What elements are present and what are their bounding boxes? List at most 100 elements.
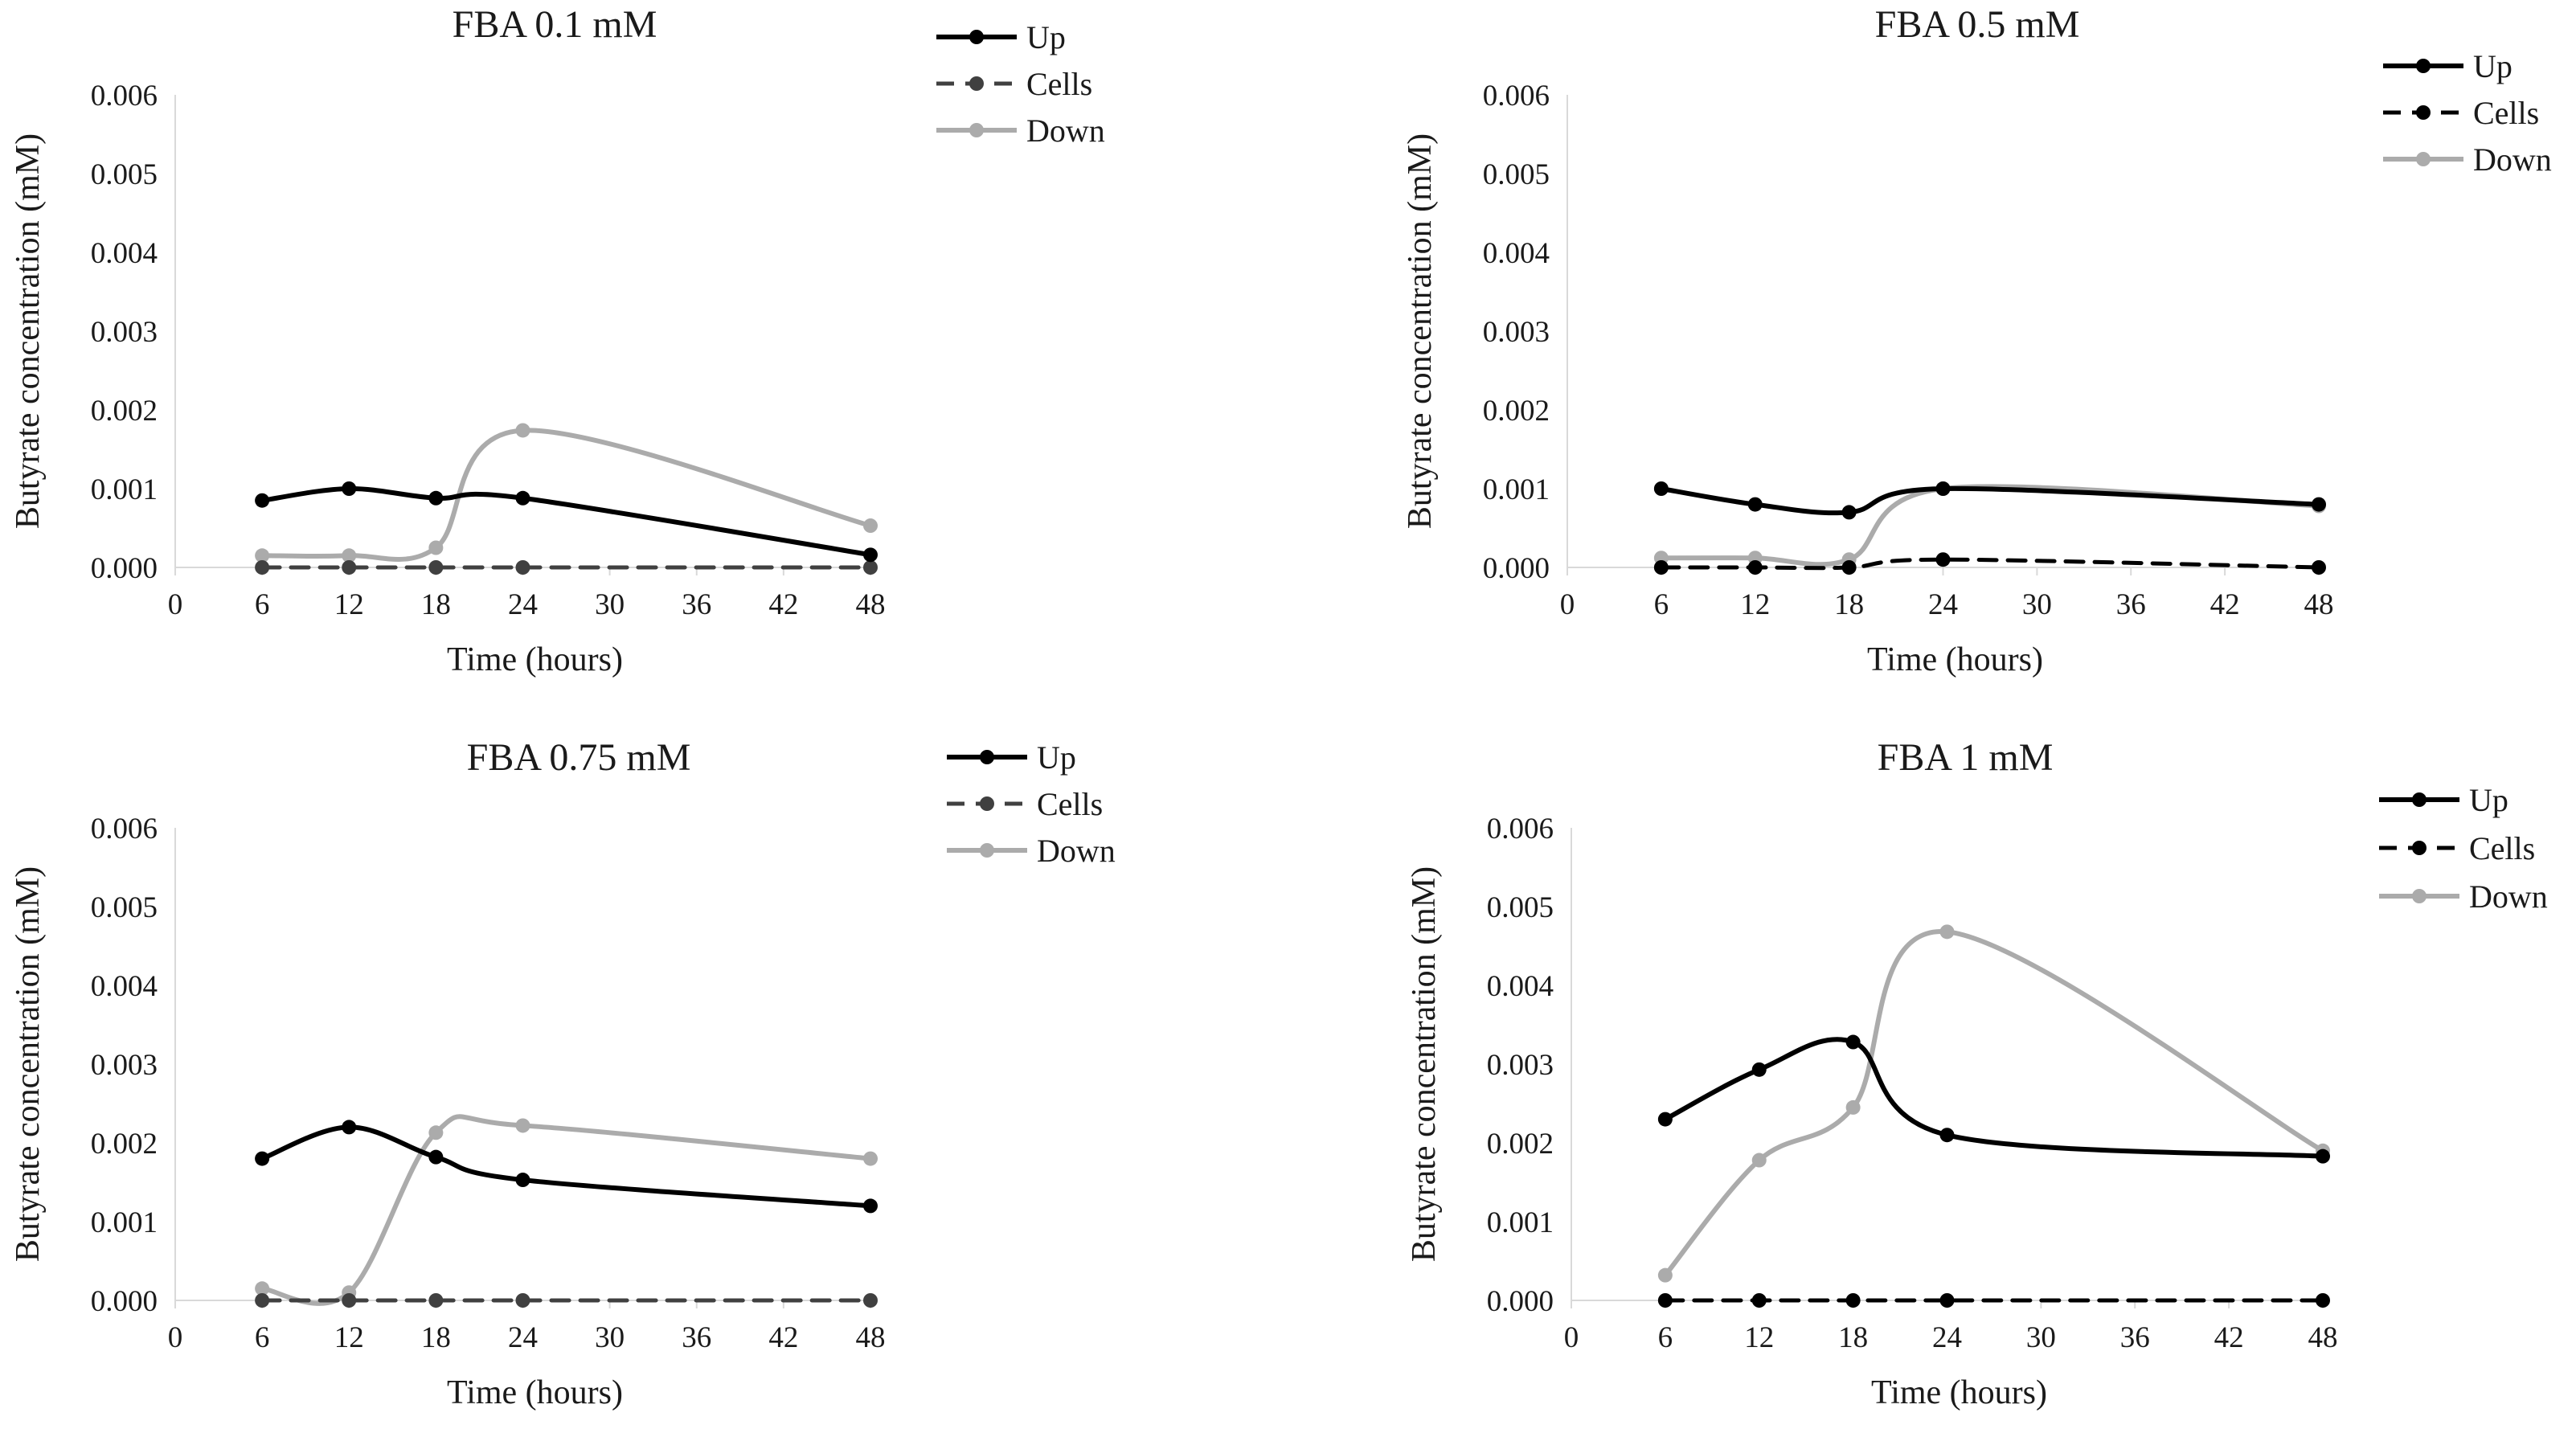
data-point-down — [342, 548, 357, 563]
y-tick-label: 0.002 — [91, 1128, 158, 1161]
series-line-up — [260, 485, 873, 558]
data-point-cells — [1845, 1293, 1861, 1308]
y-tick-label: 0.002 — [1483, 395, 1550, 428]
data-point-cells — [515, 560, 530, 575]
data-point-cells — [863, 560, 878, 575]
data-point-down — [863, 1151, 878, 1166]
y-tick-label: 0.003 — [1487, 1049, 1554, 1082]
series-line-down — [1662, 929, 2325, 1278]
legend-marker-up — [2412, 792, 2427, 807]
data-point-down — [428, 540, 444, 555]
chart-panel-2: FBA 0.5 mM 0.000 0.001 0.002 0.003 0.004 0.005… — [1402, 3, 2552, 678]
y-tick-label: 0.001 — [91, 1206, 158, 1239]
x-tick-label: 6 — [1654, 588, 1669, 621]
legend-item-up: Up — [2379, 782, 2508, 818]
legend-marker-cells — [2416, 105, 2431, 120]
x-tick-label: 24 — [508, 588, 538, 621]
x-tick-label: 42 — [2214, 1321, 2244, 1354]
y-tick-label: 0.005 — [1483, 158, 1550, 191]
y-tick-label: 0.006 — [1487, 813, 1554, 846]
legend-label-down: Down — [2473, 141, 2552, 178]
x-tick-label: 18 — [421, 588, 451, 621]
data-point-cells — [428, 1293, 444, 1308]
data-point-cells — [342, 560, 357, 575]
legend-marker-up — [969, 30, 984, 44]
series-line-down — [260, 1114, 873, 1306]
y-axis-label: Butyrate concentration (mM) — [1406, 866, 1443, 1262]
legend-marker-down — [980, 843, 994, 858]
data-point-down — [1751, 1153, 1767, 1168]
series-line-up — [260, 1124, 873, 1209]
legend-marker-up — [2416, 59, 2431, 73]
legend-item-up: Up — [2383, 48, 2513, 84]
y-tick-label: 0.004 — [91, 237, 158, 270]
y-tick-label: 0.006 — [91, 813, 158, 846]
data-point-up — [1939, 1128, 1955, 1143]
x-tick-label: 24 — [508, 1321, 538, 1354]
x-tick-label: 24 — [1932, 1321, 1962, 1354]
data-point-up — [2312, 497, 2326, 512]
y-tick-label: 0.004 — [1487, 970, 1554, 1003]
legend-item-down: Down — [2379, 878, 2548, 915]
data-point-up — [863, 547, 878, 563]
legend-marker-cells — [2412, 841, 2427, 855]
x-tick-label: 42 — [768, 588, 798, 621]
y-tick-label: 0.003 — [1483, 316, 1550, 349]
legend-item-cells: Cells — [947, 786, 1103, 822]
legend-item-up: Up — [936, 19, 1066, 55]
data-point-cells — [1935, 552, 1951, 567]
x-tick-label: 36 — [2120, 1321, 2150, 1354]
data-point-up — [342, 481, 357, 496]
data-point-up — [428, 490, 444, 506]
x-tick-label: 24 — [1928, 588, 1958, 621]
data-point-down — [255, 548, 270, 563]
x-axis-label: Time (hours) — [1871, 1374, 2047, 1411]
data-point-cells — [1657, 1293, 1673, 1308]
legend-item-down: Down — [2383, 141, 2552, 178]
data-point-down — [428, 1125, 444, 1140]
y-tick-label: 0.000 — [1487, 1285, 1554, 1318]
y-tick-label: 0.005 — [91, 158, 158, 191]
y-tick-label: 0.000 — [91, 1285, 158, 1318]
legend-label-down: Down — [1037, 833, 1116, 869]
legend-item-down: Down — [936, 113, 1105, 149]
legend-marker-cells — [980, 796, 994, 811]
legend-marker-down — [2412, 889, 2427, 903]
chart-panel-4: FBA 1 mM 0.000 0.001 0.002 0.003 0.004 0.005 0.… — [1406, 736, 2548, 1411]
data-point-down — [1845, 1099, 1861, 1115]
y-axis-label: Butyrate concentration (mM) — [1402, 133, 1439, 529]
x-tick-label: 48 — [2308, 1321, 2338, 1354]
data-point-cells — [515, 1293, 530, 1308]
x-axis-label: Time (hours) — [1867, 641, 2043, 678]
legend-label-cells: Cells — [1026, 66, 1092, 102]
data-point-down — [255, 1281, 270, 1296]
legend-label-up: Up — [2469, 782, 2508, 818]
data-point-cells — [1747, 560, 1763, 575]
data-point-up — [863, 1198, 878, 1214]
y-tick-label: 0.003 — [91, 316, 158, 349]
chart-title: FBA 0.5 mM — [1875, 3, 2080, 46]
x-tick-label: 12 — [1744, 1321, 1774, 1354]
legend-marker-down — [969, 123, 984, 137]
data-point-down — [515, 423, 530, 438]
legend-marker-down — [2416, 152, 2431, 166]
y-tick-label: 0.005 — [91, 891, 158, 924]
x-tick-label: 12 — [334, 588, 364, 621]
series-line-up — [1658, 485, 2321, 516]
data-point-cells — [342, 1293, 357, 1308]
x-tick-label: 48 — [856, 1321, 886, 1354]
data-point-up — [2316, 1149, 2330, 1164]
y-axis-label: Butyrate concentration (mM) — [10, 133, 47, 529]
x-tick-label: 30 — [2026, 1321, 2056, 1354]
data-point-cells — [1653, 560, 1669, 575]
data-point-cells — [2312, 560, 2326, 575]
data-point-cells — [2316, 1293, 2330, 1308]
x-tick-label: 0 — [1560, 588, 1575, 621]
data-point-down — [1657, 1267, 1673, 1283]
y-axis-label: Butyrate concentration (mM) — [10, 866, 47, 1262]
data-point-cells — [428, 560, 444, 575]
data-point-up — [342, 1120, 357, 1135]
series-line-cells — [1659, 557, 2321, 571]
